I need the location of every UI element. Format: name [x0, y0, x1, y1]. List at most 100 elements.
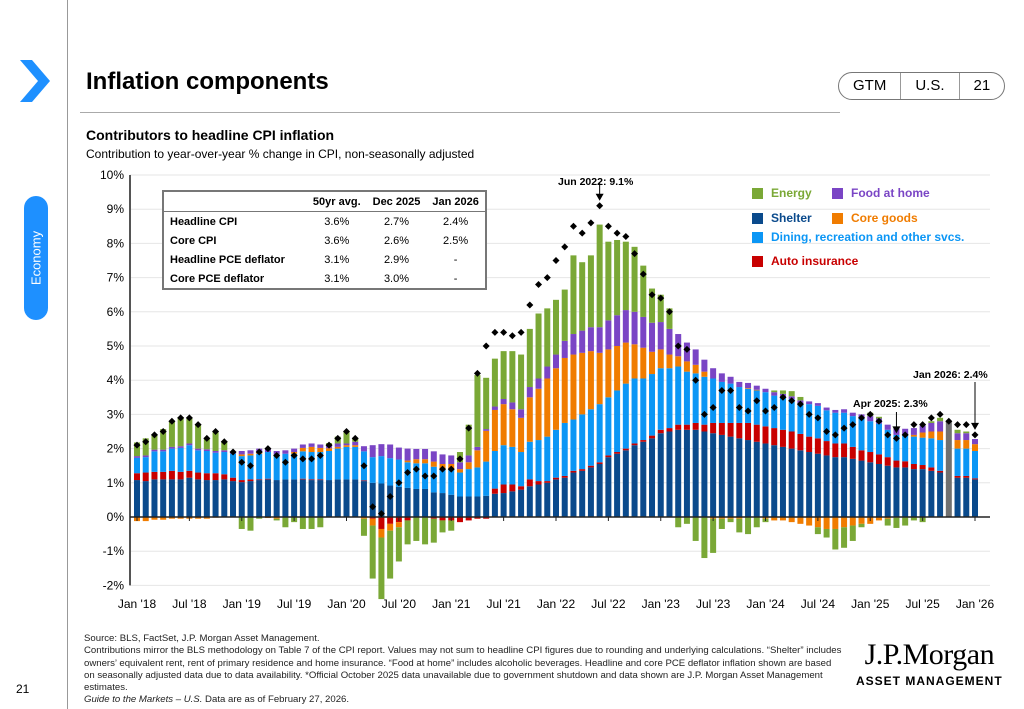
bar-segment-auto-insurance	[919, 465, 926, 470]
bar-segment-core-goods	[299, 447, 306, 452]
bar-segment-food-at-home	[867, 416, 874, 422]
bar-segment-food-at-home	[456, 462, 463, 470]
bar-segment-food-at-home	[884, 424, 891, 430]
bar-segment-dining-recreation-and-other-svcs	[439, 469, 446, 494]
headline-cpi-marker	[648, 291, 656, 299]
bar-segment-auto-insurance	[387, 517, 394, 524]
bar-segment-shelter	[212, 480, 219, 517]
y-tick-label: 7%	[107, 271, 125, 285]
bar-segment-shelter	[701, 431, 708, 517]
bar-segment-dining-recreation-and-other-svcs	[203, 450, 210, 474]
headline-cpi-marker	[665, 308, 673, 316]
bar-segment-auto-insurance	[631, 443, 638, 446]
bar-segment-core-goods	[640, 347, 647, 379]
bar-segment-shelter	[378, 483, 385, 517]
bar-segment-energy	[221, 441, 228, 451]
bar-segment-dining-recreation-and-other-svcs	[378, 456, 385, 484]
bar-segment-dining-recreation-and-other-svcs	[238, 456, 245, 481]
bar-segment-shelter	[553, 479, 559, 517]
bar-segment-auto-insurance	[605, 455, 612, 458]
footnotes: Source: BLS, FactSet, J.P. Morgan Asset …	[84, 633, 844, 707]
headline-cpi-marker	[604, 222, 612, 230]
bar-segment-food-at-home	[937, 421, 944, 432]
bar-segment-core-goods	[395, 522, 402, 528]
bar-segment-food-at-home	[500, 399, 507, 405]
bar-segment-core-goods	[771, 517, 778, 521]
section-tab-economy[interactable]: Economy	[24, 196, 48, 320]
bar-segment-food-at-home	[814, 403, 821, 406]
bar-segment-energy	[186, 417, 193, 444]
bar-segment-dining-recreation-and-other-svcs	[832, 412, 839, 444]
bar-segment-dining-recreation-and-other-svcs	[299, 451, 306, 479]
y-tick-label: -2%	[103, 578, 125, 592]
bar-segment-shelter	[195, 479, 202, 517]
bar-segment-auto-insurance	[553, 477, 559, 480]
bar-segment-dining-recreation-and-other-svcs	[727, 383, 734, 423]
y-tick-label: 5%	[107, 339, 125, 353]
bar-segment-core-goods	[963, 440, 970, 449]
bar-segment-dining-recreation-and-other-svcs	[875, 423, 882, 455]
bar-segment-core-goods	[753, 389, 760, 391]
bar-segment-energy	[884, 518, 891, 526]
bar-segment-core-goods	[727, 517, 734, 519]
bar-segment-core-goods	[884, 517, 891, 519]
bar-segment-shelter	[291, 479, 298, 517]
bar-segment-energy	[692, 517, 699, 541]
bar-segment-auto-insurance	[753, 424, 760, 442]
bar-segment-auto-insurance	[683, 424, 690, 430]
headline-cpi-marker	[840, 424, 848, 432]
bar-segment-auto-insurance	[884, 457, 891, 466]
annotation-arrow-icon	[971, 422, 979, 430]
bar-segment-core-goods	[649, 351, 656, 375]
bar-segment-shelter	[657, 433, 664, 517]
bar-segment-shelter	[247, 481, 254, 517]
legend-swatch	[752, 187, 763, 199]
bar-segment-shelter	[631, 445, 638, 517]
badge-page: 21	[958, 73, 1005, 99]
title-divider	[80, 112, 840, 113]
headline-cpi-marker	[762, 407, 769, 415]
bar-segment-shelter	[692, 429, 699, 517]
bar-segment-core-goods	[806, 517, 813, 526]
bar-segment-auto-insurance	[360, 480, 367, 482]
gtm-badge: GTM U.S. 21	[838, 72, 1006, 100]
bar-segment-food-at-home	[919, 425, 926, 433]
bar-segment-auto-insurance	[657, 429, 664, 434]
bar-segment-food-at-home	[465, 455, 472, 463]
headline-cpi-marker	[962, 421, 970, 429]
bar-segment-food-at-home	[195, 448, 202, 451]
headline-cpi-marker	[369, 503, 377, 511]
bar-segment-shelter	[902, 467, 909, 517]
bar-segment-shelter	[203, 480, 210, 517]
headline-cpi-marker	[238, 458, 246, 466]
headline-cpi-marker	[133, 441, 141, 449]
bar-segment-shelter	[788, 448, 795, 517]
bar-segment-food-at-home	[378, 444, 385, 457]
bar-segment-energy	[238, 517, 245, 529]
page-title: Inflation components	[86, 68, 329, 95]
bar-segment-energy	[142, 438, 149, 456]
headline-cpi-marker	[412, 465, 420, 473]
bar-segment-core-goods	[273, 517, 280, 519]
bar-segment-energy	[212, 432, 219, 451]
bar-segment-auto-insurance	[221, 474, 228, 480]
bar-segment-energy	[797, 396, 804, 401]
bar-segment-auto-insurance	[779, 429, 786, 447]
bar-segment-energy	[151, 434, 158, 450]
x-tick-label: Jan '22	[537, 597, 576, 611]
bar-segment-auto-insurance	[587, 465, 594, 468]
chevron-logo-icon	[20, 60, 50, 102]
bar-segment-food-at-home	[509, 402, 516, 410]
y-tick-label: 4%	[107, 373, 125, 387]
bar-segment-shelter	[273, 480, 280, 517]
bar-segment-auto-insurance	[474, 517, 481, 519]
bar-segment-dining-recreation-and-other-svcs	[666, 368, 673, 429]
x-tick-label: Jul '21	[486, 597, 521, 611]
bar-segment-food-at-home	[614, 315, 621, 346]
bar-segment-core-goods	[814, 517, 821, 528]
bar-segment-food-at-home	[928, 422, 935, 432]
bar-segment-dining-recreation-and-other-svcs	[579, 414, 586, 470]
bar-segment-energy	[771, 390, 778, 393]
table-cell: 3.6%	[324, 215, 350, 228]
bar-segment-core-goods	[937, 431, 944, 441]
